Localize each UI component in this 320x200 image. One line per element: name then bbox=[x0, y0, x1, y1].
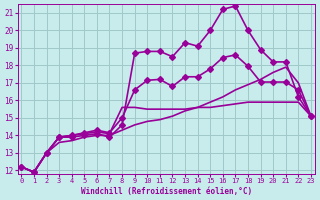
X-axis label: Windchill (Refroidissement éolien,°C): Windchill (Refroidissement éolien,°C) bbox=[81, 187, 252, 196]
